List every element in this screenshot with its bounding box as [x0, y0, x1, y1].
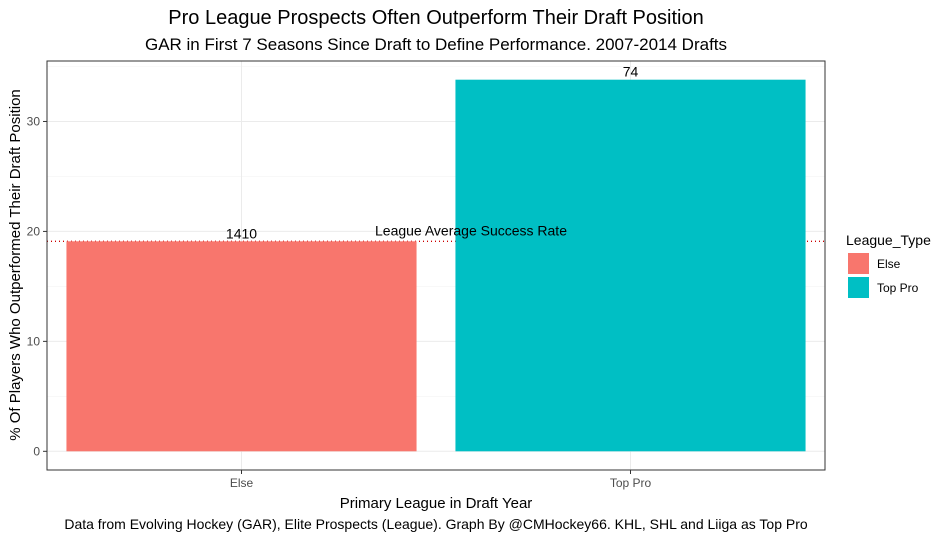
chart-caption: Data from Evolving Hockey (GAR), Elite P…: [64, 516, 808, 532]
y-axis-title: % Of Players Who Outperformed Their Draf…: [7, 89, 24, 441]
league-average-label: League Average Success Rate: [375, 222, 567, 238]
chart-title: Pro League Prospects Often Outperform Th…: [168, 7, 703, 29]
plot-panel: [46, 60, 826, 471]
bars: [66, 79, 806, 452]
bar-top-pro: [455, 79, 806, 452]
bar-value-labels: 1410 74: [226, 64, 639, 242]
legend-label: Top Pro: [877, 281, 919, 295]
y-tick-label: 20: [27, 224, 41, 238]
legend-swatch: [848, 277, 869, 298]
legend: League_Type Else Top Pro: [846, 232, 931, 298]
legend-swatch: [848, 253, 869, 274]
y-tick-label: 10: [27, 334, 41, 348]
legend-items: Else Top Pro: [848, 253, 919, 298]
y-tick-label: 30: [27, 114, 41, 128]
x-axis: Else Top Pro: [230, 470, 652, 490]
legend-label: Else: [877, 257, 901, 271]
chart-subtitle: GAR in First 7 Seasons Since Draft to De…: [145, 35, 727, 54]
bar-else: [66, 241, 417, 452]
y-axis: 0 10 20 30: [27, 114, 47, 458]
x-axis-title: Primary League in Draft Year: [340, 495, 533, 512]
x-tick-label: Top Pro: [610, 476, 652, 490]
x-tick-label: Else: [230, 476, 254, 490]
legend-title: League_Type: [846, 232, 931, 248]
bar-value-label: 74: [623, 64, 639, 80]
y-tick-label: 0: [33, 444, 40, 458]
bar-value-label: 1410: [226, 225, 257, 241]
